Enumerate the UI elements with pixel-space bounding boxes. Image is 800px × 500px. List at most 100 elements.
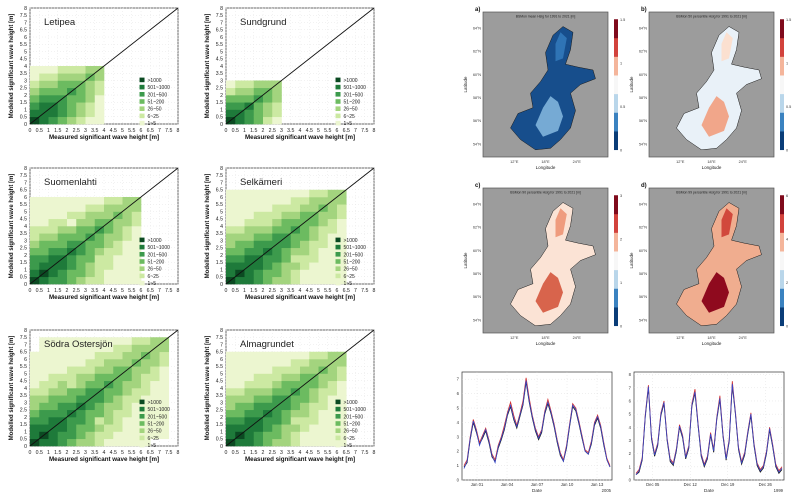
density-cell	[290, 409, 301, 418]
density-cell	[272, 87, 282, 96]
density-cell	[300, 204, 310, 212]
y-tick-label: 2.5	[216, 86, 223, 92]
y-tick-label: 1	[220, 107, 223, 113]
density-cell	[30, 233, 40, 241]
density-cell	[327, 395, 338, 403]
density-cell	[226, 109, 236, 118]
density-cell	[76, 409, 86, 418]
density-cell	[337, 417, 347, 425]
density-cell	[235, 359, 245, 367]
density-cell	[235, 80, 245, 89]
density-cell	[113, 351, 123, 360]
density-cell	[290, 247, 301, 256]
legend-label: >1000	[344, 78, 358, 84]
y-tick-label: 0	[457, 478, 460, 483]
density-cell	[67, 388, 77, 396]
density-cell	[67, 73, 77, 81]
lat-tick-label: 62°N	[473, 50, 481, 54]
colorbar-segment	[780, 75, 784, 95]
density-cell	[39, 388, 49, 396]
density-cell	[309, 269, 319, 278]
y-tick-label: 1.5	[216, 260, 223, 266]
density-cell	[309, 359, 319, 367]
x-tick-label: 6	[140, 128, 143, 134]
lat-tick-label: 62°N	[639, 50, 647, 54]
y-tick-label: 1	[220, 267, 223, 273]
y-tick-label: 4.5	[216, 217, 223, 223]
density-cell	[85, 344, 96, 353]
density-cell	[76, 438, 86, 447]
density-cell	[253, 211, 264, 220]
colorbar-segment	[614, 288, 618, 308]
legend-swatch	[139, 273, 145, 279]
y-tick-label: 4	[24, 386, 27, 392]
y-tick-label: 3.5	[216, 71, 223, 77]
density-cell	[244, 388, 255, 396]
density-cell	[337, 269, 347, 278]
density-cell	[76, 73, 86, 81]
density-cell	[272, 424, 282, 432]
density-cell	[85, 87, 96, 96]
x-tick-label: 0	[225, 450, 228, 456]
density-cell	[76, 255, 86, 263]
y-tick-label: 3.5	[20, 71, 27, 77]
y-tick-label: 1.5	[20, 100, 27, 106]
x-tick-label: 6.5	[147, 288, 154, 294]
density-cell	[67, 240, 77, 249]
density-cell	[39, 95, 49, 103]
year-label: 1999	[774, 488, 784, 493]
map-sea	[510, 26, 596, 151]
density-cell	[131, 431, 142, 440]
density-cell	[290, 211, 301, 220]
density-cell	[253, 388, 264, 396]
x-tick-label: Jan 10	[561, 482, 574, 487]
x-tick-label: 4.5	[306, 128, 313, 134]
density-cell	[39, 402, 49, 411]
density-cell	[253, 373, 264, 382]
density-cell	[48, 240, 59, 249]
legend-swatch	[139, 435, 145, 441]
density-cell	[235, 366, 245, 374]
density-cell	[67, 337, 77, 345]
colorbar-tick-label: 3	[620, 194, 622, 198]
density-cell	[30, 380, 40, 389]
density-cell	[122, 233, 133, 241]
y-tick-label: 7	[220, 342, 223, 348]
x-tick-label: 7.5	[165, 288, 172, 294]
y-tick-label: 5.5	[20, 42, 27, 48]
density-cell	[309, 262, 319, 270]
density-cell	[300, 366, 310, 374]
y-tick-label: 2.5	[20, 408, 27, 414]
density-cell	[85, 95, 96, 103]
density-cell	[122, 373, 133, 382]
x-tick-label: 5.5	[128, 128, 135, 134]
y-tick-label: 1	[220, 429, 223, 435]
legend-swatch	[335, 77, 341, 83]
y-tick-label: 5	[24, 371, 27, 377]
density-cell	[159, 431, 170, 440]
density-cell	[235, 204, 245, 212]
density-cell	[226, 80, 236, 89]
colorbar-segment	[614, 131, 618, 151]
density-cell	[290, 359, 301, 367]
density-cell	[226, 380, 236, 389]
density-cell	[235, 388, 245, 396]
density-cell	[85, 218, 96, 227]
density-cell	[67, 80, 77, 89]
y-tick-label: 2.5	[20, 86, 27, 92]
density-cell	[104, 388, 114, 396]
density-cell	[39, 262, 49, 270]
density-cell	[263, 255, 273, 263]
density-cell	[39, 218, 49, 227]
map-sea-north	[721, 208, 733, 238]
density-cell	[48, 226, 59, 234]
density-cell	[76, 344, 86, 353]
density-cell	[48, 337, 59, 345]
density-cell	[327, 233, 338, 241]
density-cell	[30, 351, 40, 360]
density-cell	[318, 226, 329, 234]
x-tick-label: 6.5	[343, 450, 350, 456]
density-cell	[244, 87, 255, 96]
legend-label: 26~50	[148, 267, 162, 273]
density-cell	[272, 373, 282, 382]
